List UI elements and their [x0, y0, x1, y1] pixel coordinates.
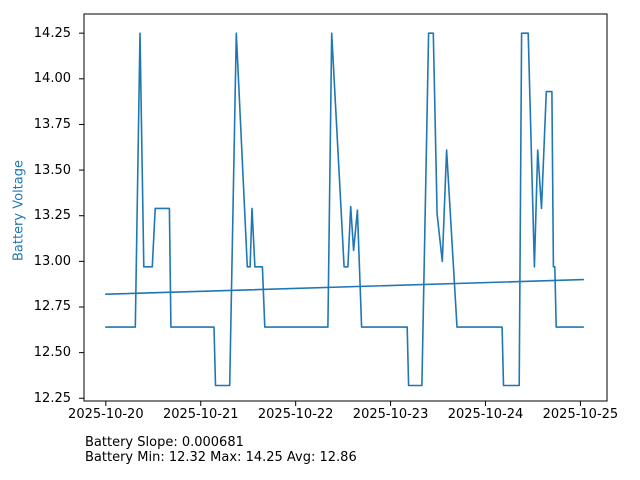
y-tick-label: 14.00	[33, 71, 71, 87]
y-tick-label: 14.25	[33, 25, 71, 41]
y-tick-label: 13.00	[33, 253, 71, 269]
x-tick-label: 2025-10-24	[447, 407, 524, 422]
y-tick-label: 13.50	[33, 162, 71, 178]
y-tick-label: 13.75	[33, 116, 71, 132]
y-tick-label: 13.25	[33, 208, 71, 224]
footer-stats-text: Battery Min: 12.32 Max: 14.25 Avg: 12.86	[85, 450, 357, 465]
y-tick-label: 12.75	[33, 299, 71, 315]
x-tick-label: 2025-10-20	[68, 407, 144, 422]
trend-line	[105, 278, 585, 296]
x-tick-label: 2025-10-25	[542, 407, 619, 422]
y-tick-label: 12.25	[33, 390, 71, 406]
x-tick-label: 2025-10-23	[352, 407, 429, 422]
y-tick-label: 12.50	[33, 345, 71, 361]
plot-border	[83, 13, 608, 402]
battery-voltage-line	[105, 32, 585, 387]
footer-slope-text: Battery Slope: 0.000681	[85, 435, 244, 450]
x-tick-label: 2025-10-22	[257, 407, 334, 422]
x-tick-label: 2025-10-21	[162, 407, 239, 422]
